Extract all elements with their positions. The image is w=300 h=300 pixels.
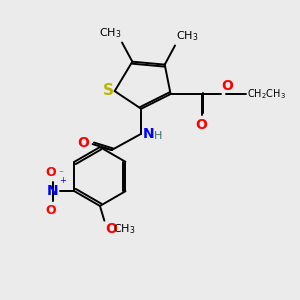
Text: CH$_2$CH$_3$: CH$_2$CH$_3$ (247, 87, 286, 101)
Text: O: O (46, 166, 56, 179)
Text: O: O (46, 204, 56, 217)
Text: CH$_3$: CH$_3$ (113, 222, 136, 236)
Text: O: O (221, 79, 233, 93)
Text: N: N (46, 184, 58, 198)
Text: CH$_3$: CH$_3$ (99, 26, 122, 40)
Text: +: + (59, 176, 66, 185)
Text: O: O (196, 118, 208, 132)
Text: CH$_3$: CH$_3$ (176, 29, 198, 43)
Text: H: H (154, 131, 162, 141)
Text: O: O (105, 222, 117, 236)
Text: O: O (77, 136, 89, 150)
Text: S: S (103, 83, 114, 98)
Text: ⁻: ⁻ (58, 169, 63, 179)
Text: N: N (142, 127, 154, 141)
